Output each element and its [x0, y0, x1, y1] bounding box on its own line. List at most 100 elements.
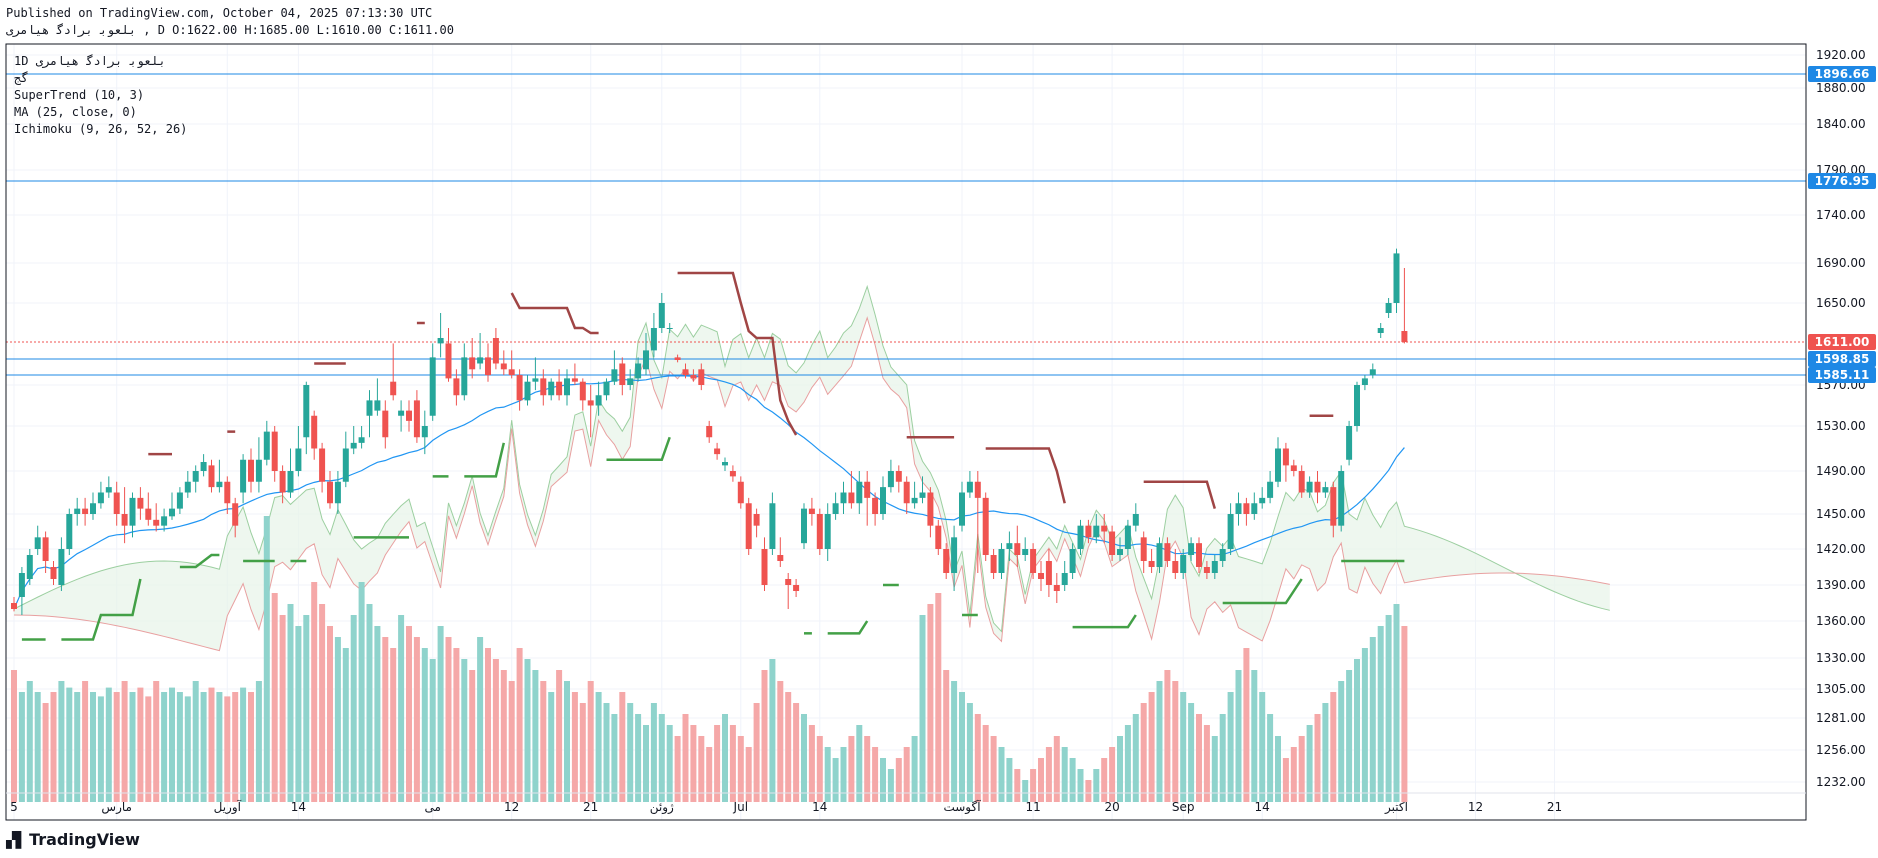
volume-bar [1014, 769, 1021, 802]
candle [1361, 375, 1368, 391]
candle-body [650, 328, 657, 351]
candle-body [461, 357, 468, 396]
volume-bar [303, 615, 310, 802]
candle [334, 471, 341, 514]
chart-frame [5, 43, 1807, 821]
candle [350, 426, 357, 455]
badge-label: 1776.95 [1815, 174, 1870, 188]
volume-bar [161, 692, 168, 802]
volume-bar [998, 747, 1005, 802]
candle-body [350, 442, 357, 449]
candle [1030, 543, 1037, 579]
volume-bar [1061, 747, 1068, 802]
candle [500, 350, 507, 376]
volume-bar [524, 659, 531, 802]
candle [1156, 537, 1163, 573]
volume-bar [1045, 747, 1052, 802]
candle-body [1369, 369, 1376, 376]
volume-bar [137, 687, 144, 802]
volume-bar [1330, 692, 1337, 802]
candle-body [856, 481, 863, 504]
candle [1298, 465, 1305, 498]
volume-bar [1275, 736, 1281, 802]
volume-bar [121, 681, 128, 802]
volume-bar [366, 604, 373, 802]
volume-bar [627, 703, 634, 802]
legend-supertrend[interactable]: SuperTrend (10, 3) [14, 88, 145, 102]
candle-body [532, 378, 539, 382]
volume-bar [714, 725, 721, 802]
volume-bar [374, 626, 381, 802]
volume-bar [540, 681, 547, 802]
candle-body [58, 549, 65, 585]
time-tick-label: 12 [1468, 800, 1483, 814]
tradingview-brand[interactable]: ▞▌ TradingView [6, 830, 140, 849]
candle [990, 549, 997, 579]
volume-bar [406, 626, 412, 802]
candle [1267, 471, 1274, 504]
candle-body [1330, 487, 1337, 526]
volume-bar [398, 615, 405, 802]
moving-average [13, 375, 1405, 610]
candle [564, 369, 570, 406]
volume-bar [919, 615, 926, 802]
candle-body [611, 369, 618, 382]
time-tick-label: 14 [1255, 800, 1270, 814]
tradingview-logo-icon: ▞▌ [6, 830, 27, 849]
volume-bar [1148, 692, 1155, 802]
candle-body [153, 519, 160, 526]
candle-body [785, 579, 792, 585]
supertrend-segment [827, 620, 869, 635]
volume-bar [674, 736, 681, 802]
volume-bar [382, 637, 389, 802]
candle [840, 481, 847, 514]
candle-body [745, 503, 752, 549]
candle-body [1014, 543, 1021, 555]
volume-bar [1156, 681, 1163, 802]
volume-bar [90, 692, 96, 802]
candle-body [11, 603, 17, 609]
candle-body [319, 448, 326, 482]
candle-body [295, 448, 302, 471]
candle [1330, 481, 1337, 538]
candle-body [66, 514, 73, 549]
candle-body [714, 448, 721, 455]
candle-body [1188, 543, 1195, 555]
candle-body [951, 537, 958, 573]
candle-body [564, 378, 570, 396]
time-tick-label: ﺁﮔﻮﺳﺖ [943, 799, 981, 815]
candle [105, 476, 112, 498]
volume-bar [18, 692, 25, 802]
volume-bar [1093, 769, 1100, 802]
candle-body [1109, 531, 1116, 555]
candle-body [753, 514, 760, 526]
volume-bar [745, 747, 752, 802]
volume-bar [753, 703, 760, 802]
candle [82, 497, 89, 526]
candle-body [421, 426, 428, 438]
legend-ma[interactable]: MA (25, close, 0) [14, 105, 137, 119]
candle [548, 378, 555, 401]
volume-bar [311, 582, 318, 802]
legend-ichimoku[interactable]: Ichimoku (9, 26, 52, 26) [14, 122, 188, 136]
candle [769, 492, 776, 555]
volume-bar [66, 687, 73, 802]
candle-body [808, 508, 815, 514]
candle [319, 442, 326, 493]
volume-bar [911, 736, 918, 802]
volume-bar [224, 696, 231, 802]
candle [1227, 503, 1234, 555]
volume-bar [808, 725, 815, 802]
candle [603, 378, 610, 401]
brand-name: TradingView [29, 830, 140, 849]
volume-bar [1354, 659, 1360, 802]
candle [216, 459, 223, 493]
candle-body [200, 462, 207, 471]
published-line: Published on TradingView.com, October 04… [6, 6, 433, 20]
volume-bar [856, 725, 863, 802]
candle-body [382, 410, 389, 438]
volume-bar [1267, 714, 1274, 802]
candle [737, 476, 744, 509]
candle [342, 431, 349, 488]
